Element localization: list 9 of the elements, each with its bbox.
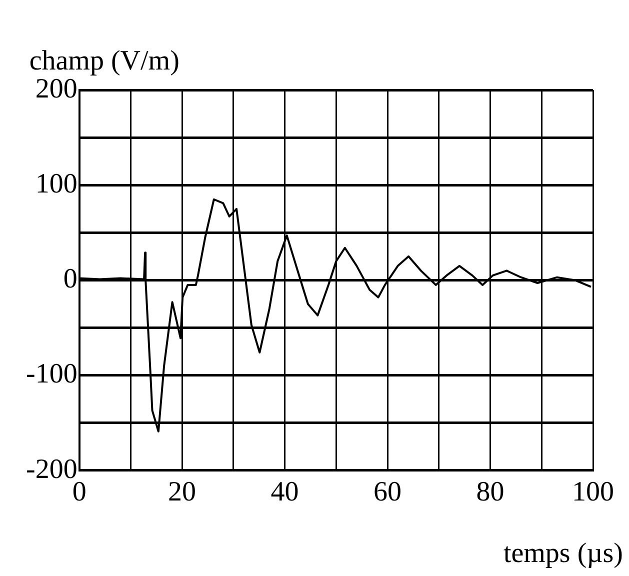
x-tick-label: 20	[168, 476, 196, 508]
y-tick-label: 0	[63, 264, 78, 295]
x-tick-label: 40	[270, 476, 299, 508]
y-tick-label: 100	[35, 168, 78, 200]
x-tick-label: 60	[374, 476, 402, 508]
y-tick-label: -100	[26, 358, 78, 390]
x-tick-label: 80	[476, 476, 504, 508]
x-axis-title: temps (µs)	[503, 538, 623, 569]
x-tick-label: 100	[572, 476, 614, 508]
